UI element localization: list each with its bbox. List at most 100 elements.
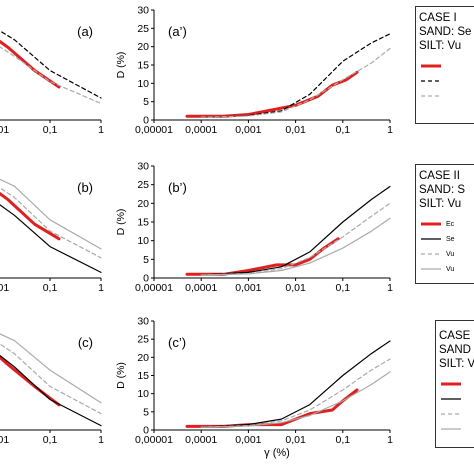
chart-c2-x-tick-label: 0,01 xyxy=(285,434,306,446)
chart-a2-y-label: D (%) xyxy=(115,52,127,79)
chart-c-panel-label: (c) xyxy=(78,335,93,350)
legend-line-sample xyxy=(441,382,461,386)
chart-c2-series-3 xyxy=(200,358,391,428)
chart-c2-panel-label: (c’) xyxy=(168,335,186,350)
chart-b-series-3 xyxy=(0,187,102,259)
chart-a2-y-tick-label: 20 xyxy=(137,41,149,53)
legend-line-sample xyxy=(421,95,441,97)
chart-a2-x-tick-label: 0,0001 xyxy=(185,124,217,136)
legend-line-sample xyxy=(421,80,441,82)
chart-c-series-3 xyxy=(0,343,102,415)
legend-case-1-silt: SILT: Vu xyxy=(419,40,462,52)
chart-a-panel-label: (a) xyxy=(77,24,93,39)
chart-c2-y-tick-label: 5 xyxy=(143,406,149,418)
chart-a-x-tick-label: 1 xyxy=(98,124,104,136)
chart-a-x-tick-label: 0,01 xyxy=(0,124,9,136)
chart-b2-y-tick-label: 20 xyxy=(137,198,149,210)
chart-b2-x-tick-label: 0,00001 xyxy=(135,282,173,294)
legend-3-item-2 xyxy=(440,392,462,406)
legend-item-label: Vu xyxy=(446,265,455,273)
chart-c-series-4 xyxy=(0,333,102,404)
legend-1-item-3 xyxy=(420,89,442,103)
legend-line-sample xyxy=(441,428,461,430)
chart-b2-y-tick-label: 10 xyxy=(137,235,149,247)
chart-c2-x-tick-label: 0,0001 xyxy=(185,434,217,446)
legend-line-sample xyxy=(421,238,441,240)
legend-line-sample xyxy=(421,222,441,226)
legend-1-item-1 xyxy=(420,59,442,73)
chart-a2-series-3 xyxy=(200,47,391,118)
chart-b2-series-3 xyxy=(200,202,391,276)
legend-1-item-2 xyxy=(420,74,442,88)
chart-c2-x-tick-label: 0,00001 xyxy=(135,434,173,446)
chart-b2-x-tick-label: 0,1 xyxy=(335,282,350,294)
chart-c2-x-tick-label: 0,001 xyxy=(235,434,261,446)
chart-b2-x-tick-label: 0,001 xyxy=(235,282,261,294)
chart-c2-x-tick-label: 0,1 xyxy=(335,434,350,446)
chart-b2-y-tick-label: 0 xyxy=(143,273,149,285)
chart-c2-y-tick-label: 25 xyxy=(137,334,149,346)
chart-c-x-tick-label: 0,1 xyxy=(43,434,58,446)
chart-b2-x-tick-label: 0,0001 xyxy=(185,282,217,294)
chart-c2-y-tick-label: 0 xyxy=(143,425,149,437)
chart-c2-y-label: D (%) xyxy=(115,362,127,389)
chart-b-series-4 xyxy=(0,178,102,250)
legend-case-2-silt: SILT: Vu xyxy=(419,198,462,210)
chart-c2-y-tick-label: 10 xyxy=(137,388,149,400)
chart-b-series-1 xyxy=(0,191,61,241)
chart-b-x-tick-label: 1 xyxy=(98,282,104,294)
chart-b2-y-tick-label: 25 xyxy=(137,179,149,191)
legend-case-3-sand: SAND xyxy=(439,344,471,356)
chart-a2-x-tick-label: 1 xyxy=(387,124,393,136)
chart-b-panel-label: (b) xyxy=(77,180,93,195)
chart-a2-y-tick-label: 10 xyxy=(137,78,149,90)
chart-a2-x-tick-label: 0,001 xyxy=(235,124,261,136)
chart-a2-x-tick-label: 0,1 xyxy=(335,124,350,136)
chart-c-series-2 xyxy=(0,354,102,427)
legend-case-3-title: CASE xyxy=(439,330,471,342)
legend-line-sample xyxy=(441,398,461,400)
chart-a2-y-tick-label: 25 xyxy=(137,23,149,35)
chart-b2-x-tick-label: 1 xyxy=(387,282,393,294)
legend-item-label: Vu xyxy=(446,250,455,258)
chart-a2-y-tick-label: 0 xyxy=(143,115,149,127)
chart-c2-series-4 xyxy=(200,371,391,428)
chart-b2-panel-label: (b’) xyxy=(168,180,187,195)
chart-b-x-tick-label: 0,1 xyxy=(43,282,58,294)
legend-case-2-title: CASE II xyxy=(419,170,460,182)
chart-c-x-tick-label: 0,01 xyxy=(0,434,9,446)
legend-3-item-3 xyxy=(440,407,462,421)
chart-a-x-tick-label: 0,1 xyxy=(43,124,58,136)
legend-2-item-1: Ec xyxy=(420,217,454,231)
chart-b-x-tick-label: 0,01 xyxy=(0,282,9,294)
chart-a-series-2 xyxy=(0,30,102,99)
chart-b2-y-tick-label: 30 xyxy=(137,161,149,173)
chart-a2-y-tick-label: 15 xyxy=(137,60,149,72)
chart-a2-series-2 xyxy=(200,33,391,118)
legend-2-item-3: Vu xyxy=(420,247,454,261)
legend-line-sample xyxy=(421,268,441,270)
legend-2-item-2: Se xyxy=(420,232,455,246)
chart-a-series-3 xyxy=(0,46,102,105)
legend-case-1-sand: SAND: Se xyxy=(419,26,472,38)
legend-line-sample xyxy=(441,413,461,415)
legend-case-3: CASE SAND SILT: V xyxy=(435,320,474,448)
legend-item-label: Ec xyxy=(446,220,455,228)
chart-b2-y-label: D (%) xyxy=(115,209,127,236)
chart-b2-series-2 xyxy=(200,185,391,276)
chart-c-x-tick-label: 1 xyxy=(98,434,104,446)
chart-c2-y-tick-label: 30 xyxy=(137,316,149,328)
chart-a2-x-tick-label: 0,00001 xyxy=(135,124,173,136)
chart-b2-x-tick-label: 0,01 xyxy=(285,282,306,294)
legend-case-3-silt: SILT: V xyxy=(439,358,474,370)
chart-a2-y-tick-label: 5 xyxy=(143,96,149,108)
legend-line-sample xyxy=(421,253,441,255)
legend-case-1-title: CASE I xyxy=(419,12,457,24)
legend-case-2: CASE II SAND: S SILT: Vu Ec Se Vu Vu xyxy=(415,164,474,284)
legend-2-item-4: Vu xyxy=(420,262,454,276)
chart-a2-y-tick-label: 30 xyxy=(137,5,149,17)
chart-b2-y-tick-label: 15 xyxy=(137,217,149,229)
chart-c2-y-tick-label: 15 xyxy=(137,370,149,382)
